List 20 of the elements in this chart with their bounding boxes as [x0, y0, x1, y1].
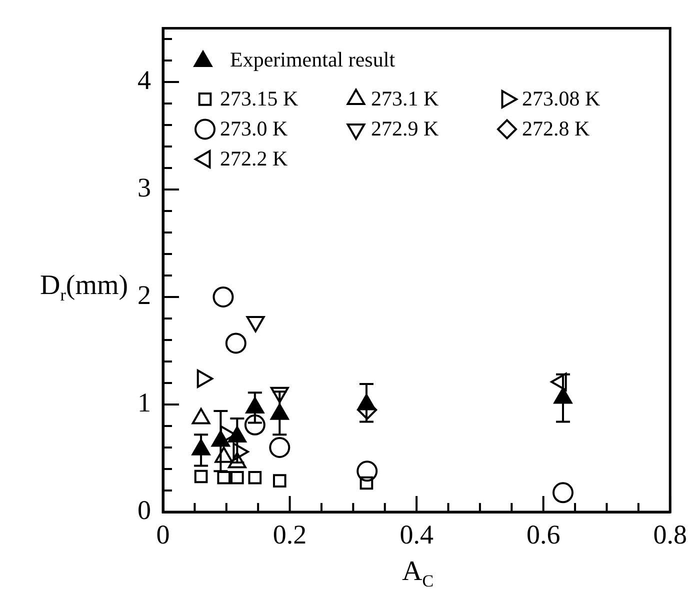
y-tick-label: 2	[138, 280, 151, 310]
y-axis-title: D$_{r}$(mm)	[40, 270, 128, 306]
x-tick-label: 0	[156, 519, 170, 550]
y-tick-label: 3	[138, 172, 151, 203]
legend-label: 273.1 K	[371, 86, 439, 111]
legend-label: 272.8 K	[522, 116, 590, 141]
x-tick-label: 0.6	[526, 519, 560, 550]
y-tick-label: 0	[138, 495, 151, 526]
y-tick-label: 4	[138, 65, 152, 96]
legend-label: 272.2 K	[220, 146, 288, 171]
x-tick-label: 0.2	[272, 519, 307, 550]
legend-label: 273.15 K	[220, 86, 298, 111]
x-tick-label: 0.8	[653, 519, 687, 550]
legend-label: 272.9 K	[371, 116, 439, 141]
legend-label: 273.08 K	[522, 86, 600, 111]
x-tick-label: 0.4	[400, 519, 434, 550]
legend-label: Experimental result	[230, 48, 396, 72]
y-tick-label: 1	[138, 388, 151, 418]
x-axis-title: A$_{C}$	[402, 556, 434, 592]
legend-label: 273.0 K	[220, 116, 288, 141]
